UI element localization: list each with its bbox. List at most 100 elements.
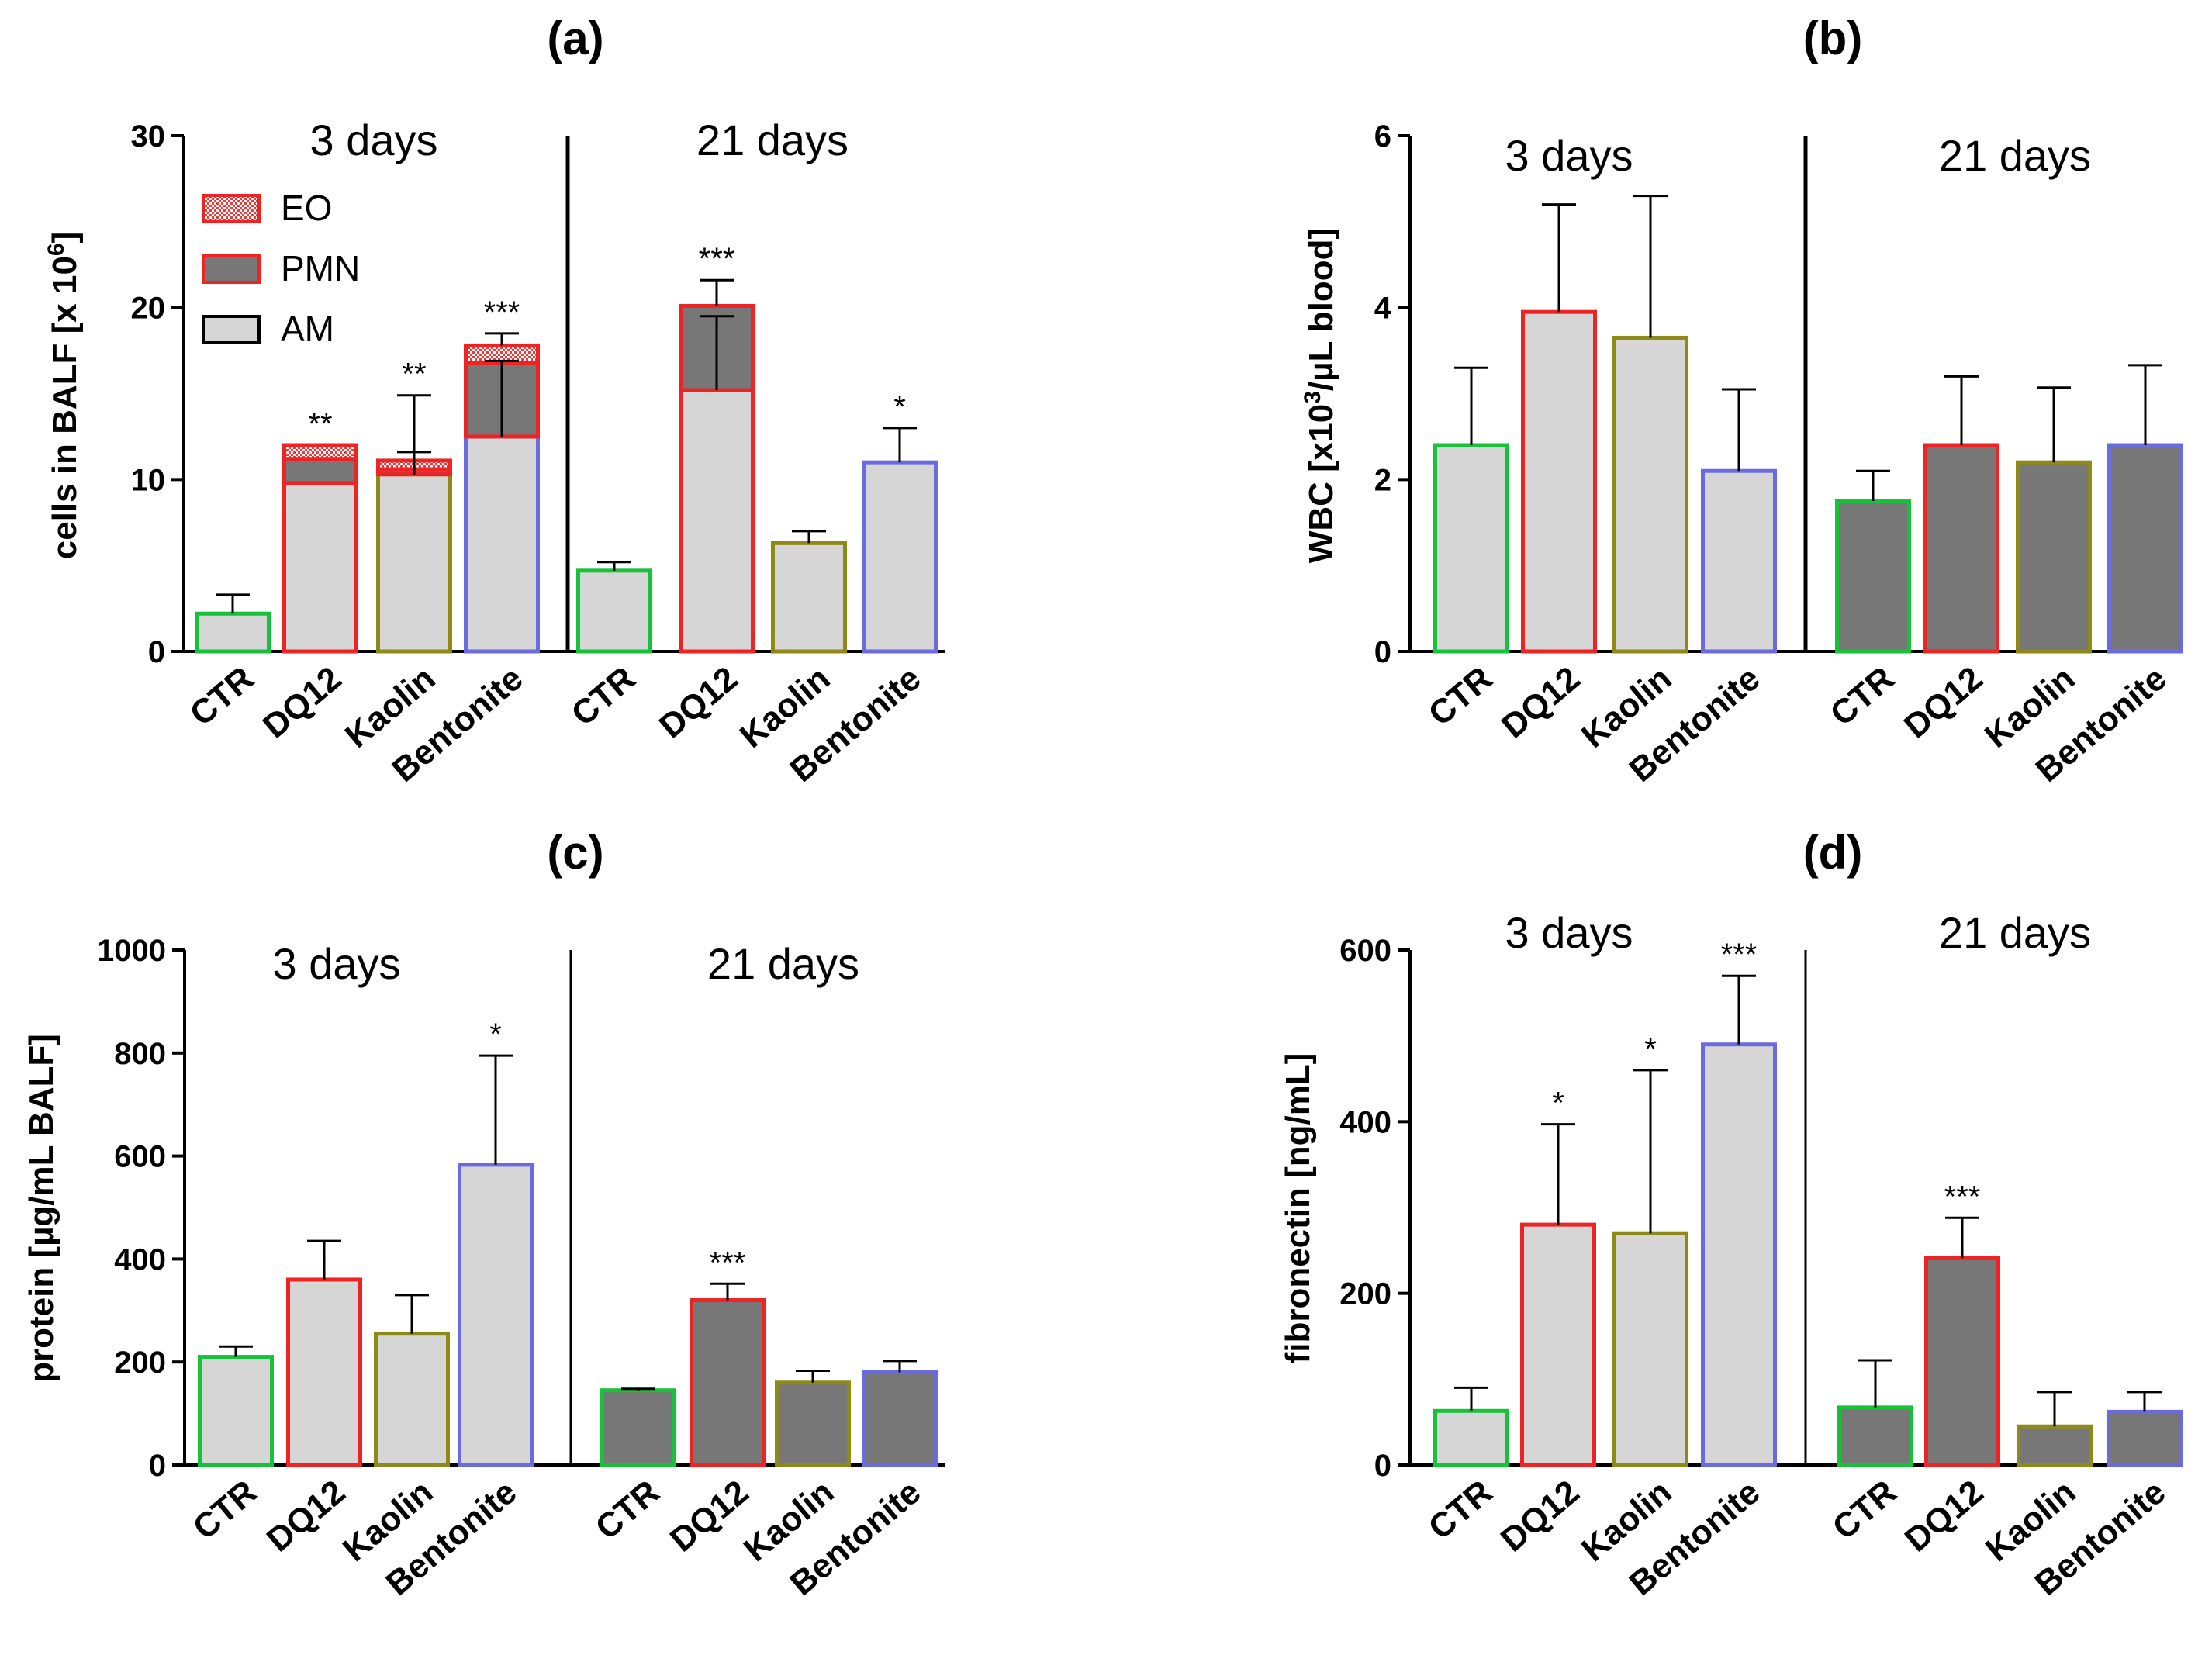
bar-am-ctr bbox=[576, 568, 652, 654]
panel-title: (c) bbox=[547, 827, 603, 879]
y-axis-label-text: protein [µg/mL BALF] bbox=[22, 1034, 60, 1383]
legend-label-eo: EO bbox=[281, 188, 332, 228]
y-axis-label-text: fibronectin [ng/mL] bbox=[1279, 1053, 1317, 1364]
y-tick-label: 20 bbox=[131, 292, 166, 326]
x-tick-label: CTR bbox=[1422, 659, 1500, 734]
y-axis-label-tail: /µL blood] bbox=[1302, 228, 1340, 391]
y-tick-label: 2 bbox=[1374, 463, 1391, 497]
y-tick-label: 30 bbox=[131, 119, 166, 154]
bar-bentonite bbox=[2107, 1409, 2183, 1467]
bar-dq12 bbox=[1924, 1256, 2000, 1467]
bar-ctr bbox=[198, 1355, 274, 1467]
x-tick-label: CTR bbox=[589, 1473, 667, 1547]
significance-marker: * bbox=[1552, 1087, 1564, 1121]
y-tick-label: 400 bbox=[114, 1242, 166, 1277]
panel-d: (d) 0 200 400 600 fibronectin [ng/mL] 3 days 21… bbox=[1279, 827, 2183, 1603]
y-tick-label: 0 bbox=[1374, 1449, 1391, 1483]
legend-label-pmn: PMN bbox=[281, 248, 360, 289]
significance-marker: *** bbox=[699, 242, 735, 276]
bar-am-ctr bbox=[195, 611, 271, 654]
panel-title: (b) bbox=[1803, 12, 1863, 64]
group-label: 3 days bbox=[1505, 908, 1633, 957]
y-tick-label: 200 bbox=[114, 1346, 166, 1380]
legend-swatch-pmn bbox=[202, 254, 261, 284]
group-label: 21 days bbox=[707, 939, 859, 988]
y-tick-label: 600 bbox=[1339, 934, 1391, 968]
x-tick-label: CTR bbox=[1823, 659, 1902, 734]
y-tick-label: 4 bbox=[1374, 292, 1392, 326]
x-tick-label: DQ12 bbox=[1494, 1473, 1587, 1559]
x-tick-label: CTR bbox=[186, 1473, 264, 1547]
x-tick-label: DQ12 bbox=[260, 1473, 353, 1559]
x-tick-label: CTR bbox=[183, 659, 261, 734]
group-label: 21 days bbox=[1939, 131, 2091, 180]
x-tick-label: DQ12 bbox=[256, 659, 349, 745]
bar-ctr bbox=[1433, 1408, 1509, 1467]
y-tick-label: 1000 bbox=[97, 934, 166, 968]
y-axis-label: cells in BALF [x 106] bbox=[43, 232, 84, 560]
bar-kaolin bbox=[1612, 1231, 1688, 1467]
significance-marker: *** bbox=[484, 295, 520, 330]
panel-title: (a) bbox=[547, 12, 603, 64]
bar-pmn-dq12 bbox=[282, 457, 358, 485]
y-tick-label: 6 bbox=[1374, 119, 1391, 154]
x-tick-label: DQ12 bbox=[652, 659, 745, 745]
bar-bentonite bbox=[2107, 443, 2183, 654]
bar-dq12 bbox=[286, 1277, 362, 1467]
x-tick-label: DQ12 bbox=[1495, 659, 1588, 745]
bar-kaolin bbox=[775, 1380, 851, 1467]
y-axis-label-superscript: 6 bbox=[43, 243, 69, 256]
significance-marker: *** bbox=[1944, 1180, 1981, 1214]
bar-am-dq12 bbox=[679, 388, 755, 654]
legend-swatch-eo bbox=[202, 194, 261, 223]
panel-a: (a) 0 10 20 30 cells in BALF [x 106] 3 days 21 … bbox=[43, 12, 945, 789]
group-label: 3 days bbox=[310, 116, 438, 164]
group-label: 3 days bbox=[273, 939, 401, 988]
y-axis-label-text: WBC [x10 bbox=[1302, 404, 1340, 563]
group-label: 3 days bbox=[1505, 131, 1633, 180]
panel-c: (c) 0 200 400 600 800 1000 protein [µg/mL BALF]… bbox=[22, 827, 945, 1603]
significance-marker: ** bbox=[402, 358, 426, 392]
x-tick-label: DQ12 bbox=[1897, 659, 1990, 745]
y-axis-label: protein [µg/mL BALF] bbox=[22, 1034, 60, 1383]
bar-am-dq12 bbox=[282, 481, 358, 654]
x-tick-label: CTR bbox=[1422, 1473, 1500, 1547]
y-tick-label: 600 bbox=[114, 1140, 166, 1174]
bar-ctr bbox=[1433, 443, 1509, 654]
panel-b: (b) 0 2 4 6 WBC [x103/µL blood] 3 days 21 days C… bbox=[1300, 12, 2183, 789]
significance-marker: *** bbox=[710, 1246, 746, 1280]
y-tick-label: 400 bbox=[1339, 1105, 1391, 1139]
bar-bentonite bbox=[1701, 468, 1777, 654]
y-tick-label: 0 bbox=[148, 635, 165, 669]
significance-marker: * bbox=[1644, 1032, 1657, 1066]
group-label: 21 days bbox=[696, 116, 849, 164]
significance-marker: * bbox=[489, 1018, 502, 1052]
bar-bentonite bbox=[458, 1163, 534, 1467]
x-tick-label: CTR bbox=[1826, 1473, 1904, 1547]
bar-bentonite bbox=[1701, 1042, 1777, 1467]
x-tick-label: CTR bbox=[565, 659, 643, 734]
y-axis-label-text: cells in BALF [x 10 bbox=[46, 256, 84, 559]
y-tick-label: 800 bbox=[114, 1037, 166, 1071]
y-tick-label: 10 bbox=[131, 463, 166, 497]
bar-am-bentonite bbox=[862, 460, 938, 654]
significance-marker: * bbox=[893, 390, 906, 424]
bar-bentonite bbox=[862, 1370, 938, 1467]
bar-ctr bbox=[1837, 1405, 1913, 1467]
x-tick-label: DQ12 bbox=[1898, 1473, 1991, 1559]
y-axis-label: WBC [x103/µL blood] bbox=[1300, 228, 1340, 563]
bar-ctr bbox=[600, 1388, 676, 1467]
significance-marker: *** bbox=[1721, 938, 1758, 972]
y-axis-label: fibronectin [ng/mL] bbox=[1279, 1053, 1317, 1364]
bar-dq12 bbox=[1521, 309, 1597, 654]
bar-kaolin bbox=[2017, 1424, 2093, 1467]
bar-kaolin bbox=[2016, 460, 2092, 654]
bar-kaolin bbox=[374, 1332, 450, 1467]
bar-dq12 bbox=[1923, 443, 1999, 654]
bar-ctr bbox=[1835, 499, 1911, 654]
y-tick-label: 0 bbox=[1374, 635, 1391, 669]
bar-am-kaolin bbox=[376, 472, 452, 654]
y-tick-label: 0 bbox=[149, 1449, 166, 1483]
y-axis-label-superscript: 3 bbox=[1300, 391, 1325, 404]
legend-swatch-am bbox=[202, 315, 261, 344]
